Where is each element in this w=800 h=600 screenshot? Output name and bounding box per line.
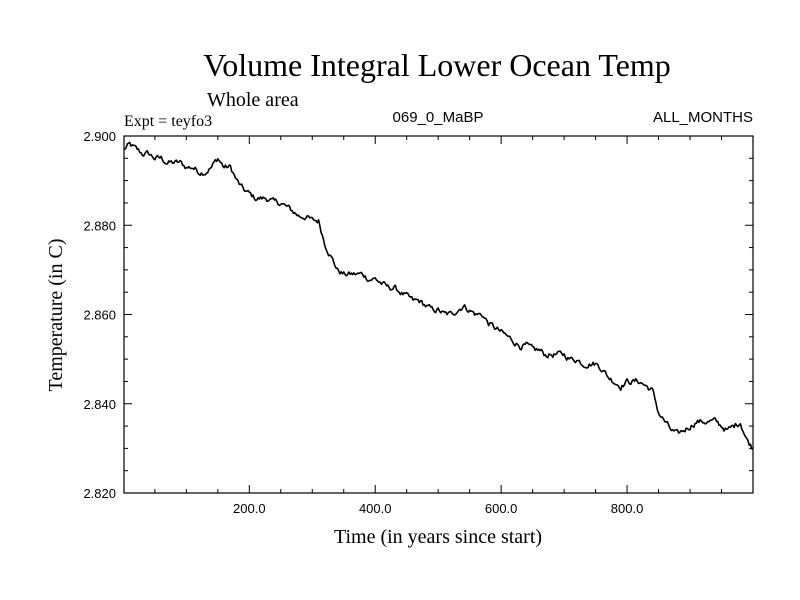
y-tick-label: 2.900 [83, 129, 116, 144]
x-tick-label: 800.0 [611, 501, 644, 516]
header-right-label: ALL_MONTHS [653, 109, 753, 126]
x-tick-label: 400.0 [359, 501, 392, 516]
chart-subtitle: Whole area [207, 89, 299, 111]
y-axis-label: Temperature (in C) [45, 239, 67, 392]
plot-frame [123, 135, 754, 494]
series-line-teyfo3 [123, 141, 754, 450]
y-axis: 2.820 2.840 2.860 2.880 2.900 [83, 129, 753, 501]
x-axis-label: Time (in years since start) [334, 526, 542, 548]
y-tick-label: 2.840 [83, 397, 116, 412]
x-tick-label: 600.0 [485, 501, 518, 516]
y-tick-label: 2.880 [83, 218, 116, 233]
chart-title: Volume Integral Lower Ocean Temp [203, 47, 671, 83]
header-left-label: Expt = teyfo3 [124, 113, 212, 130]
y-tick-label: 2.860 [83, 308, 116, 323]
x-tick-label: 200.0 [233, 501, 266, 516]
x-axis: 200.0 400.0 600.0 800.0 [154, 136, 723, 516]
header-center-label: 069_0_MaBP [393, 109, 484, 126]
y-tick-label: 2.820 [83, 486, 116, 501]
